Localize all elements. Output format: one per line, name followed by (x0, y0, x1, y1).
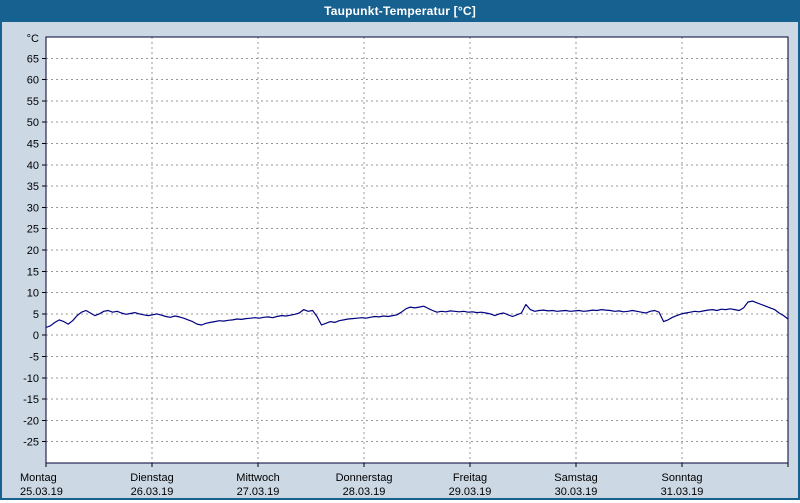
y-tick-label: 10 (27, 288, 39, 300)
y-axis-unit-label: °C (27, 33, 39, 45)
x-date-label: 29.03.19 (449, 486, 492, 498)
y-tick-label: 30 (27, 202, 39, 214)
y-tick-label: 25 (27, 224, 39, 236)
x-date-label: 25.03.19 (20, 486, 63, 498)
y-tick-label: 5 (33, 309, 39, 321)
y-tick-label: 35 (27, 181, 39, 193)
x-day-label: Montag (20, 472, 57, 484)
x-date-label: 27.03.19 (237, 486, 280, 498)
y-tick-label: -10 (23, 373, 39, 385)
x-date-label: 28.03.19 (343, 486, 386, 498)
y-tick-label: 40 (27, 160, 39, 172)
window-titlebar[interactable]: Taupunkt-Temperatur [°C] (2, 0, 798, 22)
y-tick-label: 50 (27, 117, 39, 129)
window-title: Taupunkt-Temperatur [°C] (324, 4, 476, 18)
y-tick-label: -15 (23, 394, 39, 406)
x-date-label: 31.03.19 (661, 486, 704, 498)
y-tick-label: -5 (29, 352, 39, 364)
y-tick-label: 20 (27, 245, 39, 257)
y-tick-label: 45 (27, 139, 39, 151)
chart-area: 65 60 55 50 45 40 35 30 25 20 15 10 5 0 -5 -10 -15 -20 -25… (2, 22, 798, 498)
y-tick-label: 60 (27, 75, 39, 87)
dewpoint-temperature-line (45, 300, 789, 329)
y-tick-label: -20 (23, 415, 39, 427)
x-day-label: Sonntag (662, 472, 703, 484)
x-date-label: 26.03.19 (131, 486, 174, 498)
x-day-label: Donnerstag (336, 472, 393, 484)
y-tick-label: 55 (27, 96, 39, 108)
y-tick-label: 15 (27, 266, 39, 278)
x-day-label: Freitag (453, 472, 487, 484)
dewpoint-line-chart: 65605550454035302520151050-5-10-15-20-25… (20, 33, 789, 498)
y-tick-label: -25 (23, 437, 39, 449)
x-day-label: Mittwoch (236, 472, 279, 484)
plot-frame (45, 36, 789, 464)
y-tick-label: 65 (27, 53, 39, 65)
x-date-label: 30.03.19 (555, 486, 598, 498)
x-day-label: Dienstag (130, 472, 173, 484)
x-day-label: Samstag (554, 472, 597, 484)
y-tick-label: 0 (33, 330, 39, 342)
